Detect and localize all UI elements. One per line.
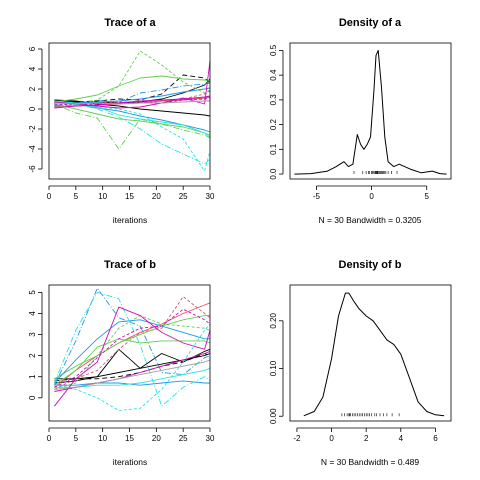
x-tick-label: 20 bbox=[152, 434, 161, 443]
x-tick-label: 0 bbox=[47, 434, 52, 443]
y-tick-label: 6 bbox=[28, 46, 37, 51]
x-tick-label: 4 bbox=[399, 434, 404, 443]
y-tick-label: 0 bbox=[28, 106, 37, 111]
trace-b-series-group bbox=[53, 287, 211, 411]
x-tick-label: 30 bbox=[206, 192, 215, 201]
x-tick-label: 15 bbox=[125, 192, 134, 201]
trace-series-line-15 bbox=[54, 306, 211, 407]
x-tick-label: 5 bbox=[74, 434, 79, 443]
y-tick-label: 0.20 bbox=[269, 312, 278, 328]
y-tick-label: 5 bbox=[28, 290, 37, 295]
panel-title: Trace of b bbox=[104, 259, 156, 271]
trace-series-line-3 bbox=[54, 353, 211, 382]
x-axis: 0 5 10 15 20 25 30 bbox=[47, 427, 215, 443]
trace-a-series-group bbox=[54, 50, 211, 172]
y-tick-label: 2 bbox=[28, 353, 37, 358]
y-tick-label: 1 bbox=[28, 374, 37, 379]
y-tick-label: -2 bbox=[28, 125, 37, 133]
trace-series-line-14 bbox=[53, 291, 211, 407]
y-tick-label: 2 bbox=[28, 86, 37, 91]
y-tick-label: 0.5 bbox=[269, 44, 278, 56]
y-tick-label: 0 bbox=[28, 395, 37, 400]
x-tick-label: 10 bbox=[98, 192, 107, 201]
trace-series-line-11 bbox=[54, 82, 211, 107]
density-curve bbox=[294, 49, 447, 175]
x-axis-label: N = 30 Bandwidth = 0.3205 bbox=[318, 215, 421, 225]
trace-series-line-18 bbox=[54, 97, 211, 106]
trace-series-line-3 bbox=[54, 99, 211, 117]
density-a-curve-group bbox=[294, 49, 447, 175]
panel-trace-a: Trace of a 0 5 10 15 20 25 30 -6 -4 -2 0 2 4 6 itera… bbox=[28, 17, 215, 225]
x-axis-label: iterations bbox=[113, 457, 148, 467]
trace-series-line-18 bbox=[54, 359, 211, 390]
x-tick-label: 0 bbox=[369, 192, 374, 201]
trace-series-line-2 bbox=[54, 348, 211, 380]
y-tick-label: 0.1 bbox=[269, 143, 278, 155]
trace-series-line-13 bbox=[54, 323, 211, 411]
trace-series-line-10 bbox=[54, 87, 211, 104]
x-tick-label: -5 bbox=[313, 192, 321, 201]
plot-frame bbox=[289, 42, 452, 180]
trace-series-line-16 bbox=[54, 95, 211, 109]
y-axis: -6 -4 -2 0 2 4 6 bbox=[28, 46, 43, 173]
x-tick-label: 30 bbox=[206, 434, 215, 443]
trace-series-line-6 bbox=[54, 75, 211, 103]
x-tick-label: 15 bbox=[125, 434, 134, 443]
x-tick-label: 0 bbox=[47, 192, 52, 201]
trace-series-line-11 bbox=[54, 380, 210, 386]
trace-series-line-9 bbox=[54, 319, 210, 384]
x-axis-label: N = 30 Bandwidth = 0.489 bbox=[321, 457, 420, 467]
x-tick-label: 6 bbox=[433, 434, 438, 443]
trace-series-line-8 bbox=[54, 103, 211, 136]
y-tick-label: 0.10 bbox=[269, 360, 278, 376]
x-tick-label: -2 bbox=[293, 434, 301, 443]
trace-series-line-9 bbox=[54, 103, 211, 150]
y-tick-label: -6 bbox=[28, 165, 37, 173]
panel-title: Density of b bbox=[339, 259, 402, 271]
y-tick-label: 0.00 bbox=[269, 408, 278, 424]
x-axis: -5 0 5 bbox=[313, 185, 430, 201]
y-tick-label: 3 bbox=[28, 332, 37, 337]
x-tick-label: 20 bbox=[152, 192, 161, 201]
x-axis: -2 0 2 4 6 bbox=[293, 427, 438, 443]
x-tick-label: 25 bbox=[179, 192, 188, 201]
panel-density-b: Density of b -2 0 2 4 6 0.00 0.10 0.20 N = 30 … bbox=[269, 259, 452, 467]
plot-frame bbox=[48, 284, 211, 422]
y-tick-label: -4 bbox=[28, 145, 37, 153]
y-tick-label: 0.0 bbox=[269, 168, 278, 180]
panel-title: Density of a bbox=[339, 17, 402, 29]
y-axis: 0.00 0.10 0.20 bbox=[269, 312, 284, 424]
density-curve bbox=[303, 292, 445, 417]
panel-title: Trace of a bbox=[104, 17, 156, 29]
trace-series-line-12 bbox=[54, 367, 211, 388]
panel-density-a: Density of a -5 0 5 0.0 0.1 0.2 0.3 0.4 0.5 N =… bbox=[269, 17, 452, 225]
trace-series-line-17 bbox=[54, 60, 211, 109]
y-tick-label: 0.2 bbox=[269, 118, 278, 130]
y-axis: 0.0 0.1 0.2 0.3 0.4 0.5 bbox=[269, 44, 284, 180]
y-tick-label: 0.4 bbox=[269, 69, 278, 81]
x-axis-label: iterations bbox=[113, 215, 148, 225]
x-tick-label: 25 bbox=[179, 434, 188, 443]
x-tick-label: 10 bbox=[98, 434, 107, 443]
trace-series-line-5 bbox=[54, 296, 211, 390]
x-tick-label: 2 bbox=[364, 434, 369, 443]
y-tick-label: 0.3 bbox=[269, 94, 278, 106]
panel-trace-b: Trace of b 0 5 10 15 20 25 30 0 1 2 3 4 5 iteration… bbox=[28, 259, 215, 467]
plot-frame bbox=[48, 42, 211, 180]
y-tick-label: 4 bbox=[28, 66, 37, 71]
trace-series-line-15 bbox=[54, 100, 211, 165]
density-b-curve-group bbox=[303, 292, 445, 417]
y-axis: 0 1 2 3 4 5 bbox=[28, 290, 43, 400]
y-tick-label: 4 bbox=[28, 311, 37, 316]
x-tick-label: 0 bbox=[329, 434, 334, 443]
trace-series-line-17 bbox=[54, 308, 211, 388]
x-tick-label: 5 bbox=[74, 192, 79, 201]
trace-series-line-19 bbox=[54, 100, 210, 105]
x-tick-label: 5 bbox=[425, 192, 430, 201]
plot-frame bbox=[289, 284, 452, 422]
x-axis: 0 5 10 15 20 25 30 bbox=[47, 185, 215, 201]
